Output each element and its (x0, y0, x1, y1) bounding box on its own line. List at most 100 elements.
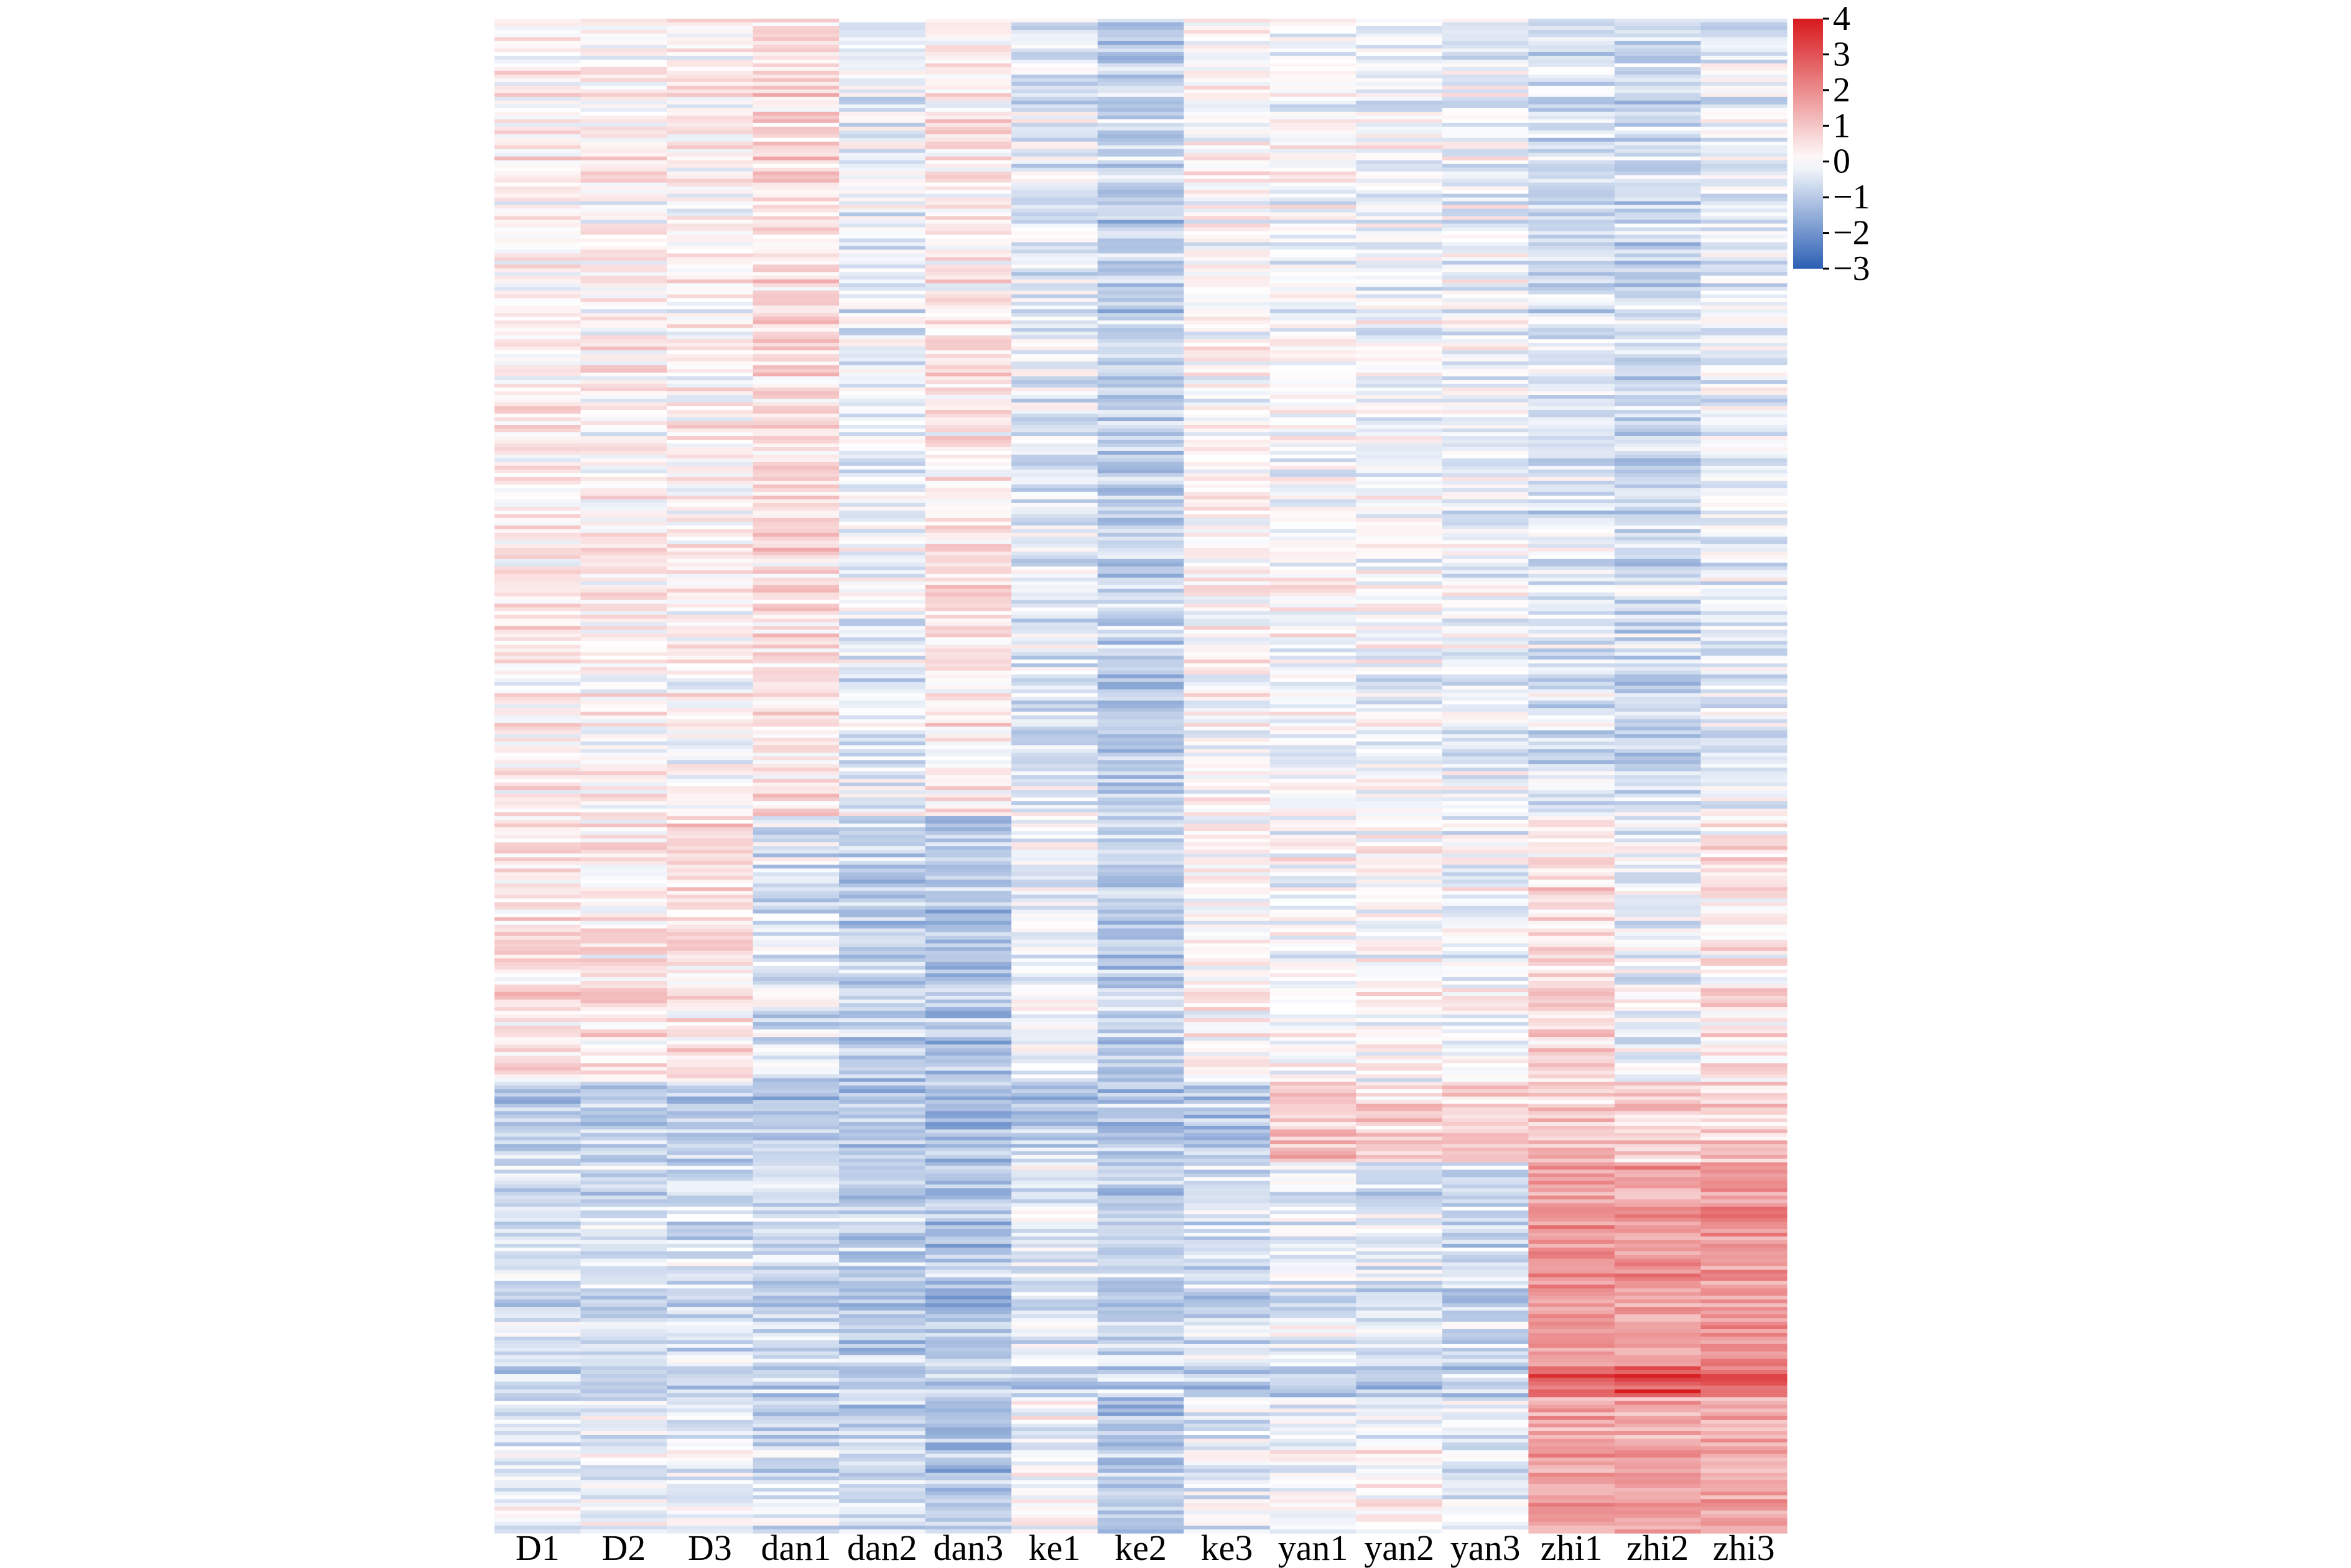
heatmap-cell (925, 1255, 1012, 1260)
heatmap-cell (494, 641, 582, 646)
heatmap-cell (1356, 465, 1443, 470)
heatmap-cell (1097, 234, 1184, 239)
heatmap-cell (580, 1177, 667, 1182)
heatmap-cell (1528, 644, 1615, 649)
heatmap-cell (753, 510, 840, 515)
heatmap-cell (1614, 503, 1702, 508)
heatmap-cell (1614, 846, 1702, 850)
heatmap-cell (494, 667, 582, 672)
heatmap-cell (1269, 354, 1356, 358)
heatmap-cell (1184, 924, 1271, 929)
heatmap-cell (753, 1203, 840, 1207)
heatmap-cell (1528, 1192, 1615, 1196)
heatmap-cell (580, 447, 667, 452)
heatmap-cell (1269, 977, 1356, 981)
heatmap-cell (1184, 175, 1271, 180)
heatmap-cell (1356, 1210, 1443, 1215)
heatmap-cell (1528, 831, 1615, 835)
heatmap-cell (1184, 753, 1271, 757)
heatmap-cell (1269, 857, 1356, 861)
heatmap-cell (1269, 1018, 1356, 1023)
heatmap-cell (667, 659, 754, 664)
heatmap-cell (1011, 261, 1098, 266)
heatmap-cell (580, 450, 667, 455)
heatmap-cell (1528, 607, 1615, 612)
heatmap-cell (1442, 425, 1529, 429)
heatmap-cell (1528, 775, 1615, 779)
heatmap-cell (1184, 708, 1271, 712)
heatmap-cell (1184, 532, 1271, 537)
heatmap-cell (1528, 480, 1615, 485)
heatmap-cell (494, 517, 582, 522)
heatmap-cell (1700, 100, 1788, 105)
heatmap-cell (1356, 1247, 1443, 1252)
heatmap-cell (1442, 149, 1529, 154)
heatmap-cell (839, 1048, 926, 1052)
heatmap-cell (753, 231, 840, 236)
heatmap-cell (1700, 540, 1788, 545)
heatmap-cell (1356, 708, 1443, 712)
heatmap-cell (839, 59, 926, 64)
heatmap-cell (1011, 52, 1098, 57)
heatmap-cell (1700, 167, 1788, 172)
heatmap-cell (667, 1041, 754, 1045)
heatmap-cell (1356, 152, 1443, 157)
heatmap-cell (1528, 339, 1615, 343)
heatmap-cell (1442, 111, 1529, 116)
heatmap-cell (753, 1181, 840, 1185)
heatmap-cell (494, 1188, 582, 1192)
heatmap-cell (1614, 786, 1702, 791)
heatmap-cell (580, 521, 667, 526)
heatmap-cell (1184, 1188, 1271, 1192)
heatmap-cell (1269, 1148, 1356, 1152)
heatmap-cell (494, 361, 582, 366)
heatmap-cell (1528, 1067, 1615, 1072)
heatmap-cell (839, 1195, 926, 1200)
heatmap-cell (1097, 227, 1184, 232)
heatmap-cell (753, 928, 840, 933)
heatmap-cell (839, 104, 926, 109)
heatmap-cell (1614, 555, 1702, 560)
heatmap-cell (925, 305, 1012, 310)
heatmap-cell (925, 81, 1012, 86)
heatmap-cell (1442, 1255, 1529, 1260)
heatmap-cell (1442, 52, 1529, 57)
heatmap-cell (667, 1188, 754, 1192)
heatmap-cell (1011, 59, 1098, 64)
heatmap-cell (1269, 674, 1356, 679)
heatmap-cell (1614, 745, 1702, 749)
heatmap-cell (1097, 369, 1184, 373)
heatmap-cell (1356, 317, 1443, 321)
heatmap-cell (1097, 820, 1184, 824)
heatmap-cell (1442, 659, 1529, 664)
heatmap-cell (667, 1166, 754, 1171)
heatmap-cell (753, 1169, 840, 1174)
heatmap-cell (753, 689, 840, 694)
heatmap-cell (1442, 234, 1529, 239)
heatmap-cell (1700, 932, 1788, 937)
heatmap-cell (667, 525, 754, 530)
heatmap-cell (1614, 1100, 1702, 1105)
heatmap-cell (1528, 715, 1615, 720)
heatmap-cell (1614, 365, 1702, 369)
heatmap-cell (839, 40, 926, 45)
heatmap-cell (925, 261, 1012, 266)
heatmap-cell (1700, 387, 1788, 392)
heatmap-cell (839, 540, 926, 545)
heatmap-cell (494, 1133, 582, 1138)
heatmap-cell (753, 324, 840, 328)
heatmap-cell (1097, 517, 1184, 522)
heatmap-cell (494, 432, 582, 437)
heatmap-cell (1097, 123, 1184, 128)
heatmap-cell (925, 618, 1012, 623)
heatmap-cell (1269, 246, 1356, 251)
heatmap-cell (839, 182, 926, 187)
heatmap-cell (839, 48, 926, 53)
heatmap-cell (925, 52, 1012, 57)
heatmap-cell (1097, 1133, 1184, 1138)
heatmap-cell (1097, 443, 1184, 448)
heatmap-cell (1442, 246, 1529, 251)
heatmap-cell (1097, 1151, 1184, 1156)
heatmap-cell (925, 723, 1012, 727)
heatmap-cell (667, 689, 754, 694)
